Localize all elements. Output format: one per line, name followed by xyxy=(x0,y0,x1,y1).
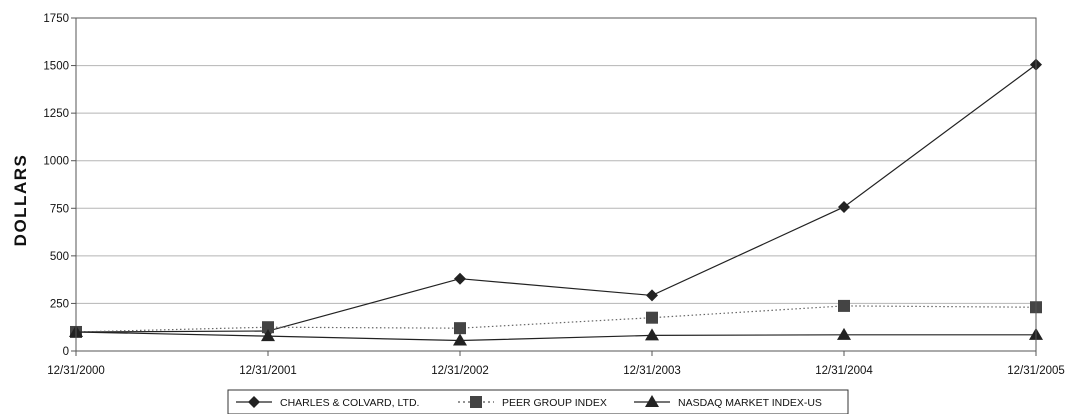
series-triangle xyxy=(69,324,1043,346)
series-line xyxy=(75,331,1036,342)
x-tick-label: 12/31/2002 xyxy=(431,365,489,377)
y-tick-label: 1000 xyxy=(43,156,69,168)
y-tick-label: 1750 xyxy=(43,13,69,25)
x-tick-label: 12/31/2004 xyxy=(815,365,873,377)
y-tick-label: 750 xyxy=(50,203,69,215)
grid-lines xyxy=(76,65,1036,304)
legend-label: CHARLES & COLVARD, LTD. xyxy=(280,397,419,409)
y-tick-label: 500 xyxy=(50,251,69,263)
series-square xyxy=(70,299,1042,338)
series-line xyxy=(75,64,1037,333)
data-point-square xyxy=(454,322,466,335)
x-tick-label: 12/31/2000 xyxy=(47,365,105,377)
y-tick-label: 0 xyxy=(63,346,69,358)
legend-marker-square xyxy=(470,396,482,408)
data-point-square xyxy=(838,299,850,312)
legend: CHARLES & COLVARD, LTD. PEER GROUP INDEX N… xyxy=(227,389,849,414)
series-line xyxy=(75,305,1037,333)
data-point-diamond xyxy=(454,272,466,285)
legend-label: PEER GROUP INDEX xyxy=(502,397,607,409)
legend-marker-triangle xyxy=(645,395,659,407)
x-tick-label: 12/31/2003 xyxy=(623,365,681,377)
y-tick-label: 1250 xyxy=(43,108,69,120)
data-point-square xyxy=(262,321,274,334)
y-axis-label: DOLLARS xyxy=(11,154,30,247)
plot-frame xyxy=(75,17,1037,352)
legend-box xyxy=(227,389,849,414)
y-axis-ticks: 0 250 500 750 1000 1250 1500 1750 xyxy=(43,13,76,358)
series-group xyxy=(69,58,1043,346)
x-tick-label: 12/31/2001 xyxy=(239,365,297,377)
data-point-triangle xyxy=(645,328,659,341)
data-point-triangle xyxy=(261,329,275,342)
data-point-triangle xyxy=(453,333,467,346)
series-diamond xyxy=(70,58,1042,338)
data-point-square xyxy=(646,311,658,324)
y-tick-label: 1500 xyxy=(43,61,69,73)
x-axis-ticks: 12/31/2000 12/31/2001 12/31/2002 12/31/2003… xyxy=(47,351,1065,377)
data-point-triangle xyxy=(837,327,851,340)
legend-label: NASDAQ MARKET INDEX-US xyxy=(678,397,822,409)
y-tick-label: 250 xyxy=(50,298,69,310)
data-point-diamond xyxy=(838,200,850,213)
legend-marker-diamond xyxy=(248,396,260,408)
x-tick-label: 12/31/2005 xyxy=(1007,365,1065,377)
data-point-diamond xyxy=(646,289,658,302)
